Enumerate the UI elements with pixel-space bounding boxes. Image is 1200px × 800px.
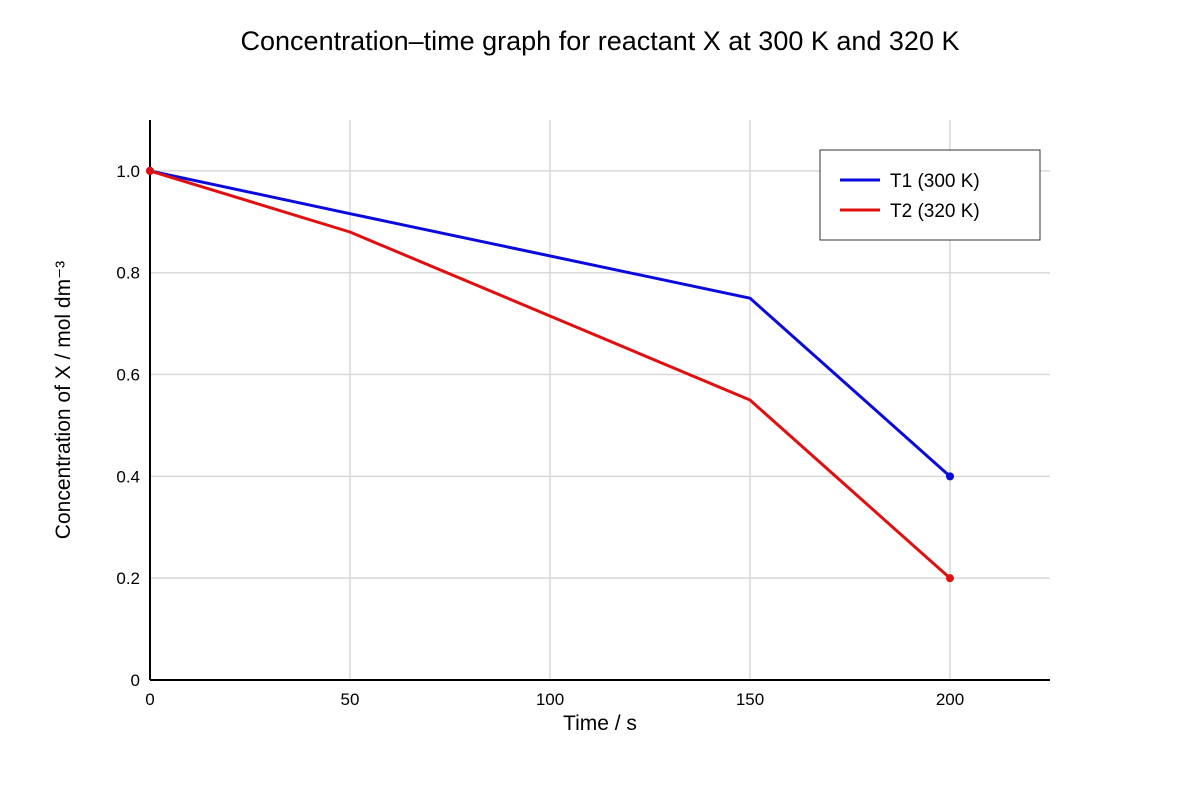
y-tick-label: 0.4 xyxy=(116,467,140,486)
axes xyxy=(149,120,1050,681)
y-axis-label: Concentration of X / mol dm⁻³ xyxy=(52,261,75,539)
x-axis-label: Time / s xyxy=(563,712,637,735)
y-tick-label: 0.6 xyxy=(116,366,140,385)
y-tick-label: 1.0 xyxy=(116,162,140,181)
x-tick-label: 50 xyxy=(341,690,360,709)
legend-label: T2 (320 K) xyxy=(890,201,980,222)
tick-labels: 0 50 100 150 200 0 0.2 0.4 0.6 0.8 1.0 xyxy=(116,162,964,709)
x-tick-label: 100 xyxy=(536,690,564,709)
series-lines xyxy=(146,166,954,583)
chart-title: Concentration–time graph for reactant X … xyxy=(241,26,960,56)
series-line-1 xyxy=(149,169,951,478)
legend-label: T1 (300 K) xyxy=(890,171,980,192)
x-tick-label: 200 xyxy=(936,690,964,709)
y-tick-label: 0.2 xyxy=(116,569,140,588)
series-point xyxy=(146,166,154,175)
series-line-2 xyxy=(149,169,951,580)
x-tick-label: 150 xyxy=(736,690,764,709)
series-point xyxy=(946,472,954,481)
y-tick-label: 0.8 xyxy=(116,264,140,283)
y-tick-label: 0 xyxy=(131,671,140,690)
legend-box xyxy=(819,149,1041,241)
legend: T1 (300 K) T2 (320 K) xyxy=(819,149,1041,241)
x-tick-label: 0 xyxy=(145,690,154,709)
series-point xyxy=(946,574,954,583)
